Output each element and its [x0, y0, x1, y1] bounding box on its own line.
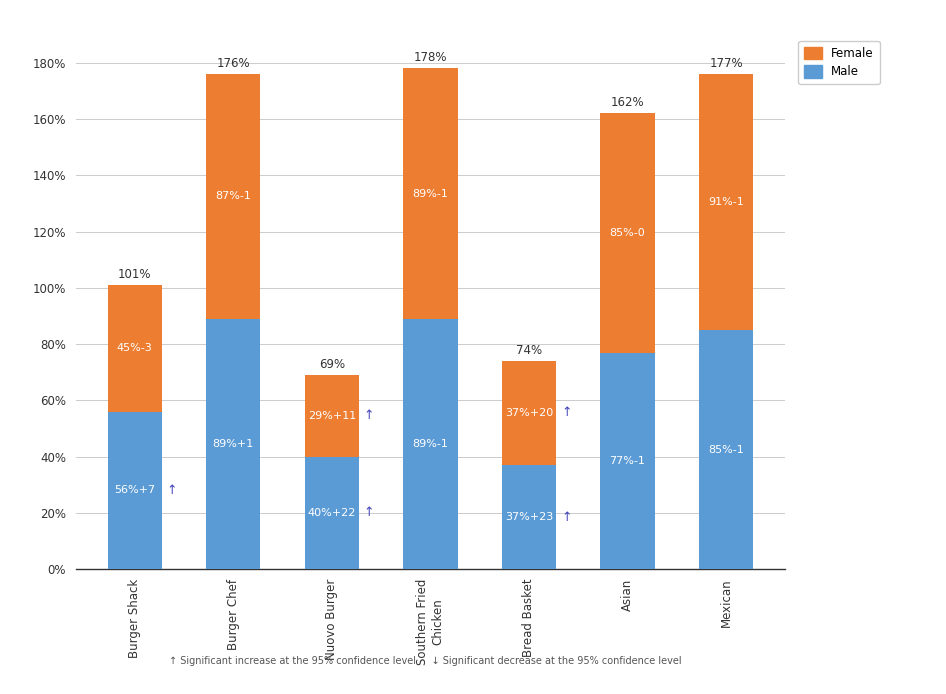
Text: ↑ Significant increase at the 95% confidence level  ·  ↓ Significant decrease at: ↑ Significant increase at the 95% confid…: [169, 657, 682, 666]
Text: 177%: 177%: [710, 57, 743, 70]
Text: 45%-3: 45%-3: [117, 344, 152, 353]
Bar: [601, 113, 655, 353]
Bar: [502, 361, 556, 465]
Text: 37%+23: 37%+23: [505, 512, 553, 522]
Text: 56%+7: 56%+7: [114, 485, 155, 496]
Bar: [206, 319, 260, 569]
Bar: [305, 457, 359, 569]
Text: 85%-1: 85%-1: [709, 445, 744, 455]
Bar: [108, 285, 162, 412]
Text: 37%+20: 37%+20: [505, 408, 553, 418]
Text: 89%+1: 89%+1: [213, 439, 254, 449]
Bar: [403, 319, 458, 569]
Text: 89%-1: 89%-1: [412, 439, 448, 449]
Text: 178%: 178%: [413, 51, 447, 65]
Bar: [108, 412, 162, 569]
Bar: [403, 69, 458, 319]
Text: ↑: ↑: [561, 407, 571, 419]
Text: 74%: 74%: [516, 344, 542, 357]
Text: ↑: ↑: [364, 409, 375, 422]
Text: 91%-1: 91%-1: [709, 197, 744, 207]
Text: 77%-1: 77%-1: [609, 456, 645, 466]
Text: 176%: 176%: [217, 57, 250, 70]
Text: ↑: ↑: [561, 511, 571, 523]
Bar: [601, 353, 655, 569]
Text: 69%: 69%: [319, 358, 345, 371]
Text: ↑: ↑: [166, 484, 177, 497]
Bar: [699, 330, 753, 569]
Bar: [206, 74, 260, 319]
Text: 162%: 162%: [611, 96, 644, 109]
Text: 29%+11: 29%+11: [307, 411, 356, 421]
Bar: [699, 74, 753, 330]
Text: ↑: ↑: [364, 507, 375, 519]
Bar: [502, 465, 556, 569]
Text: 85%-0: 85%-0: [609, 228, 645, 238]
Text: 101%: 101%: [118, 268, 151, 281]
Bar: [305, 375, 359, 457]
Text: 89%-1: 89%-1: [412, 189, 448, 198]
Text: 87%-1: 87%-1: [216, 192, 252, 201]
Text: 40%+22: 40%+22: [307, 508, 356, 518]
Legend: Female, Male: Female, Male: [798, 41, 880, 85]
